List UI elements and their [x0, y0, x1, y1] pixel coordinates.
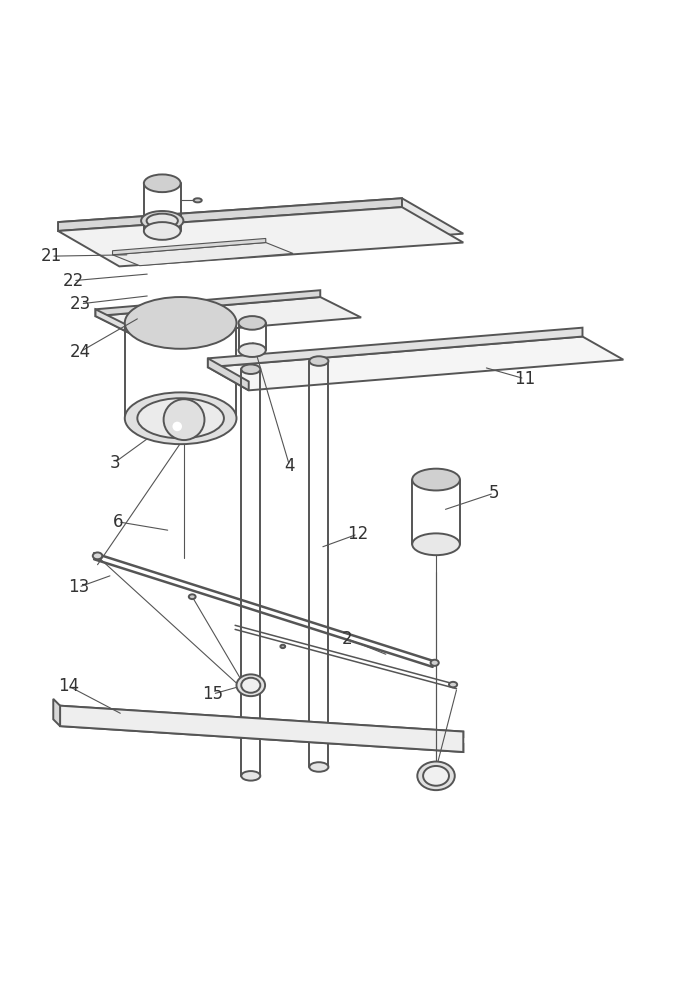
- Ellipse shape: [309, 356, 329, 366]
- Polygon shape: [58, 198, 464, 258]
- Text: 22: 22: [63, 272, 83, 290]
- Text: 14: 14: [58, 677, 79, 695]
- Polygon shape: [113, 243, 293, 266]
- Ellipse shape: [125, 297, 236, 349]
- Ellipse shape: [423, 766, 449, 786]
- Polygon shape: [95, 290, 320, 316]
- Ellipse shape: [280, 645, 285, 648]
- Ellipse shape: [412, 533, 460, 555]
- Ellipse shape: [236, 674, 265, 696]
- Text: 5: 5: [489, 484, 499, 502]
- Ellipse shape: [147, 214, 178, 228]
- Ellipse shape: [417, 762, 455, 790]
- Circle shape: [163, 399, 204, 440]
- Text: 24: 24: [70, 343, 91, 361]
- Ellipse shape: [431, 660, 439, 666]
- Text: 13: 13: [68, 578, 89, 596]
- Ellipse shape: [241, 771, 261, 781]
- Ellipse shape: [238, 343, 265, 357]
- Text: 23: 23: [70, 295, 91, 313]
- Polygon shape: [60, 706, 464, 752]
- Polygon shape: [113, 238, 265, 255]
- Ellipse shape: [92, 552, 102, 559]
- Text: 12: 12: [347, 525, 368, 543]
- Ellipse shape: [238, 316, 265, 330]
- Text: 3: 3: [109, 454, 120, 472]
- Text: 15: 15: [202, 685, 223, 703]
- Polygon shape: [208, 328, 582, 367]
- Text: 11: 11: [514, 370, 535, 388]
- Polygon shape: [208, 358, 249, 390]
- Polygon shape: [95, 297, 361, 337]
- Text: 2: 2: [342, 630, 353, 648]
- Ellipse shape: [141, 211, 183, 230]
- Circle shape: [172, 422, 182, 431]
- Ellipse shape: [412, 469, 460, 490]
- Polygon shape: [208, 337, 623, 390]
- Polygon shape: [95, 309, 136, 337]
- Ellipse shape: [194, 198, 202, 202]
- Text: 21: 21: [40, 247, 62, 265]
- Polygon shape: [60, 706, 464, 737]
- Text: 4: 4: [284, 457, 295, 475]
- Polygon shape: [58, 198, 402, 231]
- Ellipse shape: [241, 364, 261, 374]
- Polygon shape: [58, 207, 464, 266]
- Ellipse shape: [144, 222, 181, 240]
- Polygon shape: [60, 718, 464, 752]
- Ellipse shape: [309, 762, 329, 772]
- Ellipse shape: [144, 174, 181, 192]
- Text: 6: 6: [113, 513, 123, 531]
- Ellipse shape: [189, 594, 195, 599]
- Ellipse shape: [241, 678, 261, 693]
- Ellipse shape: [138, 398, 224, 438]
- Ellipse shape: [125, 392, 236, 444]
- Polygon shape: [54, 699, 60, 726]
- Ellipse shape: [449, 682, 457, 687]
